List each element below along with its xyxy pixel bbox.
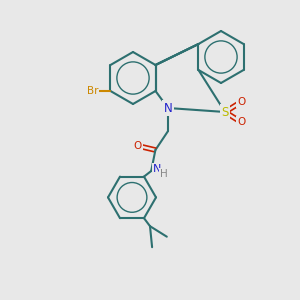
- Text: O: O: [134, 141, 142, 151]
- Text: O: O: [237, 117, 245, 127]
- Text: S: S: [221, 106, 229, 118]
- Text: N: N: [153, 164, 161, 174]
- Text: N: N: [164, 101, 172, 115]
- Text: H: H: [160, 169, 168, 179]
- Text: O: O: [237, 97, 245, 107]
- Text: Br: Br: [87, 86, 98, 96]
